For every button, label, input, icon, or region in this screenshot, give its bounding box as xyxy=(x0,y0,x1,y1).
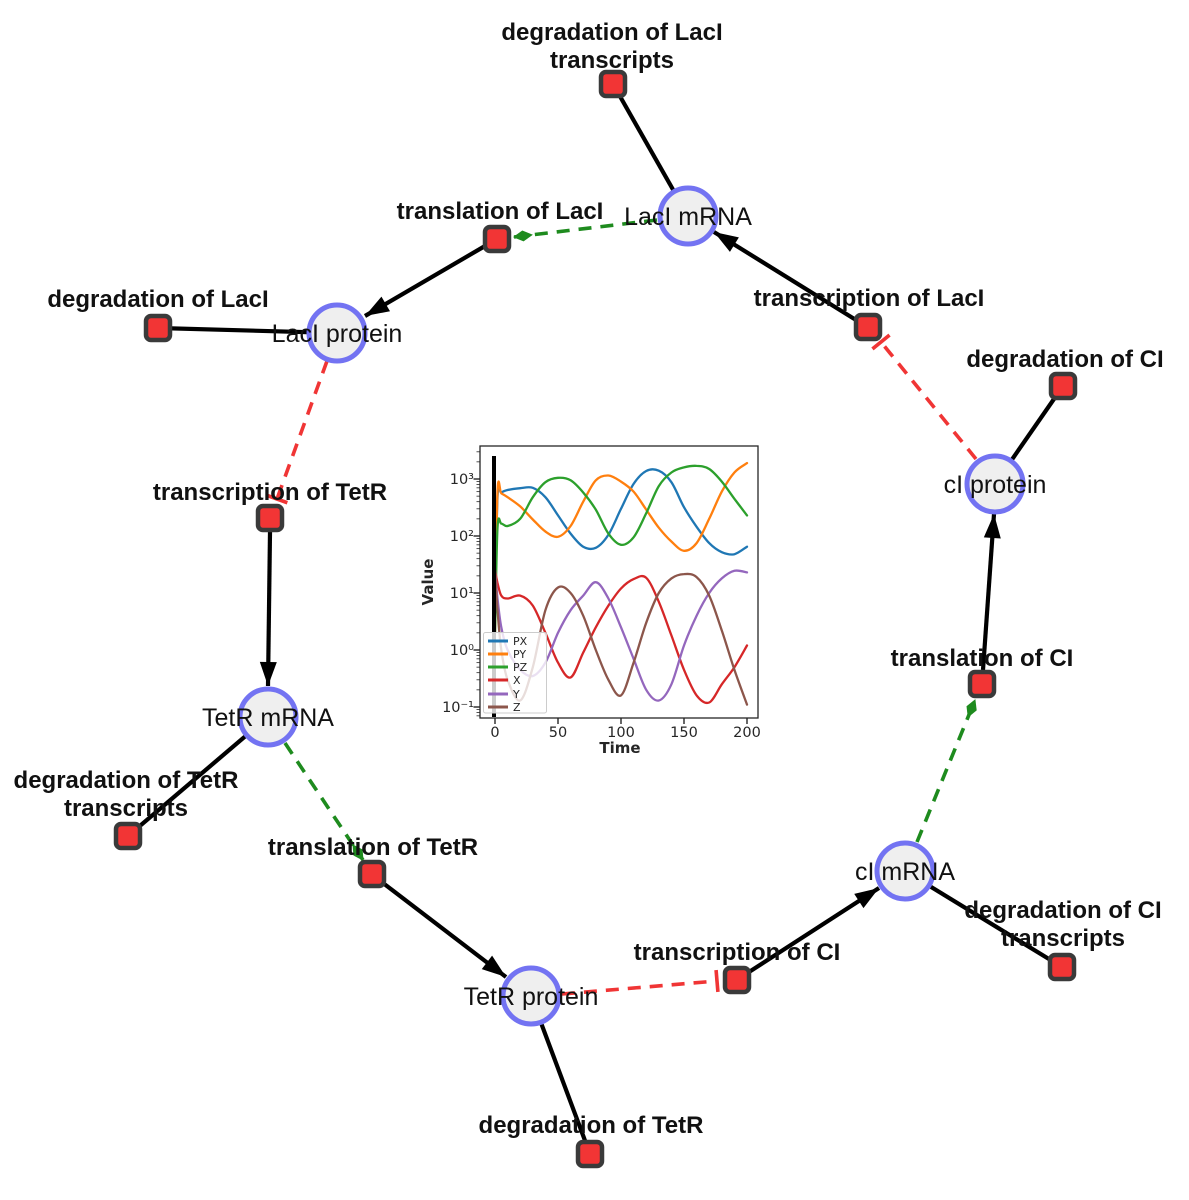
reaction-node-translation-ci xyxy=(967,669,997,699)
edge-translation-laci-to-laci-protein xyxy=(363,244,487,318)
y-tick-1em1: 10⁻¹ xyxy=(442,700,474,716)
y-axis-label: Value xyxy=(419,559,437,606)
legend-label-pz: PZ xyxy=(513,661,528,674)
x-tick-150: 150 xyxy=(670,725,698,741)
reaction-node-transcription-laci xyxy=(853,312,883,342)
chart-legend: PX PY PZ X Y Z xyxy=(483,632,547,714)
edge-translation-tetr-to-tetr-protein xyxy=(381,881,508,979)
reaction-label-degradation-tetr-transcripts-2: transcripts xyxy=(64,795,188,822)
y-tick-1e2: 10² xyxy=(450,529,474,545)
y-tick-1e1: 10¹ xyxy=(450,586,474,602)
reaction-node-transcription-tetr xyxy=(255,503,285,533)
reaction-node-degradation-laci xyxy=(143,313,173,343)
y-tick-1e0: 10⁰ xyxy=(450,643,474,659)
edge-inhibition-tetr-protein-to-transcription-ci xyxy=(561,969,720,996)
reaction-label-degradation-laci: degradation of LacI xyxy=(47,286,268,313)
reaction-label-degradation-ci: degradation of CI xyxy=(966,346,1163,373)
reaction-label-transcription-laci: transcription of LacI xyxy=(754,285,985,312)
series-line-PZ xyxy=(493,464,749,634)
reaction-label-translation-ci: translation of CI xyxy=(891,645,1074,672)
labels-layer: LacI mRNA LacI protein cI protein TetR m… xyxy=(14,19,1164,1139)
species-label-ci-mrna: cI mRNA xyxy=(855,858,955,886)
edge-modifier-laci-mrna-to-translation xyxy=(513,218,658,242)
edge-transcription-ci-to-ci-mrna xyxy=(747,886,881,974)
edge-transcription-tetr-to-tetr-mrna xyxy=(259,531,277,687)
legend-label-py: PY xyxy=(513,648,526,661)
species-label-laci-protein: LacI protein xyxy=(272,320,403,348)
edge-modifier-tetr-mrna-to-translation xyxy=(283,742,365,861)
reaction-node-degradation-tetr-transcripts xyxy=(113,821,143,851)
series-line-PX xyxy=(493,468,749,617)
legend-label-x: X xyxy=(513,674,521,687)
reaction-label-translation-tetr: translation of TetR xyxy=(268,834,478,861)
x-axis-label: Time xyxy=(599,739,640,757)
x-tick-50: 50 xyxy=(549,725,567,741)
edge-translation-ci-to-ci-protein xyxy=(980,513,1001,671)
species-node-ci-protein xyxy=(964,453,1026,515)
reaction-label-degradation-tetr-transcripts-1: degradation of TetR xyxy=(14,767,239,794)
reaction-label-translation-laci: translation of LacI xyxy=(397,198,604,225)
x-tick-100: 100 xyxy=(607,725,635,741)
species-node-ci-mrna xyxy=(874,840,936,902)
species-label-ci-protein: cI protein xyxy=(944,471,1047,499)
species-node-laci-protein xyxy=(306,302,368,364)
reaction-label-degradation-laci-transcripts-1: degradation of LacI xyxy=(501,19,722,46)
reaction-label-transcription-ci: transcription of CI xyxy=(634,939,841,966)
edge-inhibition-ci-protein-to-transcription-laci xyxy=(871,333,978,461)
x-tick-0: 0 xyxy=(490,725,499,741)
reaction-label-degradation-laci-transcripts-2: transcripts xyxy=(550,47,674,74)
edge-inhibition-laci-protein-to-transcription-tetr xyxy=(266,360,329,505)
reaction-label-transcription-tetr: transcription of TetR xyxy=(153,479,387,506)
reaction-label-degradation-ci-transcripts-1: degradation of CI xyxy=(964,897,1161,924)
edge-modifier-ci-mrna-to-translation xyxy=(915,699,977,843)
reaction-node-transcription-ci xyxy=(722,965,752,995)
edge-ci-mrna-to-degradation-transcripts xyxy=(903,869,1064,969)
reaction-node-degradation-ci-transcripts xyxy=(1047,952,1077,982)
legend-label-y: Y xyxy=(512,688,520,701)
series-line-X xyxy=(493,569,749,705)
legend-label-px: PX xyxy=(513,635,528,648)
legend-label-z: Z xyxy=(513,701,521,714)
species-label-tetr-protein: TetR protein xyxy=(464,983,599,1011)
edge-tetr-mrna-to-degradation-transcripts xyxy=(126,715,270,838)
reaction-label-degradation-tetr: degradation of TetR xyxy=(479,1112,704,1139)
series-line-PY xyxy=(493,461,749,634)
simulation-inset-chart: 0 50 100 150 200 10³ 10² 10¹ 10⁰ 10⁻¹ Ti… xyxy=(419,445,761,757)
reaction-node-translation-laci xyxy=(482,224,512,254)
species-node-tetr-protein xyxy=(500,965,562,1027)
nodes-layer xyxy=(113,69,1078,1169)
x-tick-200: 200 xyxy=(733,725,761,741)
reaction-node-degradation-ci xyxy=(1048,371,1078,401)
reaction-node-degradation-laci-transcripts xyxy=(598,69,628,99)
reaction-node-translation-tetr xyxy=(357,859,387,889)
reaction-label-degradation-ci-transcripts-2: transcripts xyxy=(1001,925,1125,952)
species-node-laci-mrna xyxy=(657,185,719,247)
species-label-laci-mrna: LacI mRNA xyxy=(624,203,752,231)
y-tick-1e3: 10³ xyxy=(450,472,474,488)
species-label-tetr-mrna: TetR mRNA xyxy=(202,704,334,732)
reaction-node-degradation-tetr xyxy=(575,1139,605,1169)
chart-ticks xyxy=(473,451,748,724)
edge-transcription-laci-to-laci-mrna xyxy=(712,230,858,322)
species-node-tetr-mrna xyxy=(237,686,299,748)
